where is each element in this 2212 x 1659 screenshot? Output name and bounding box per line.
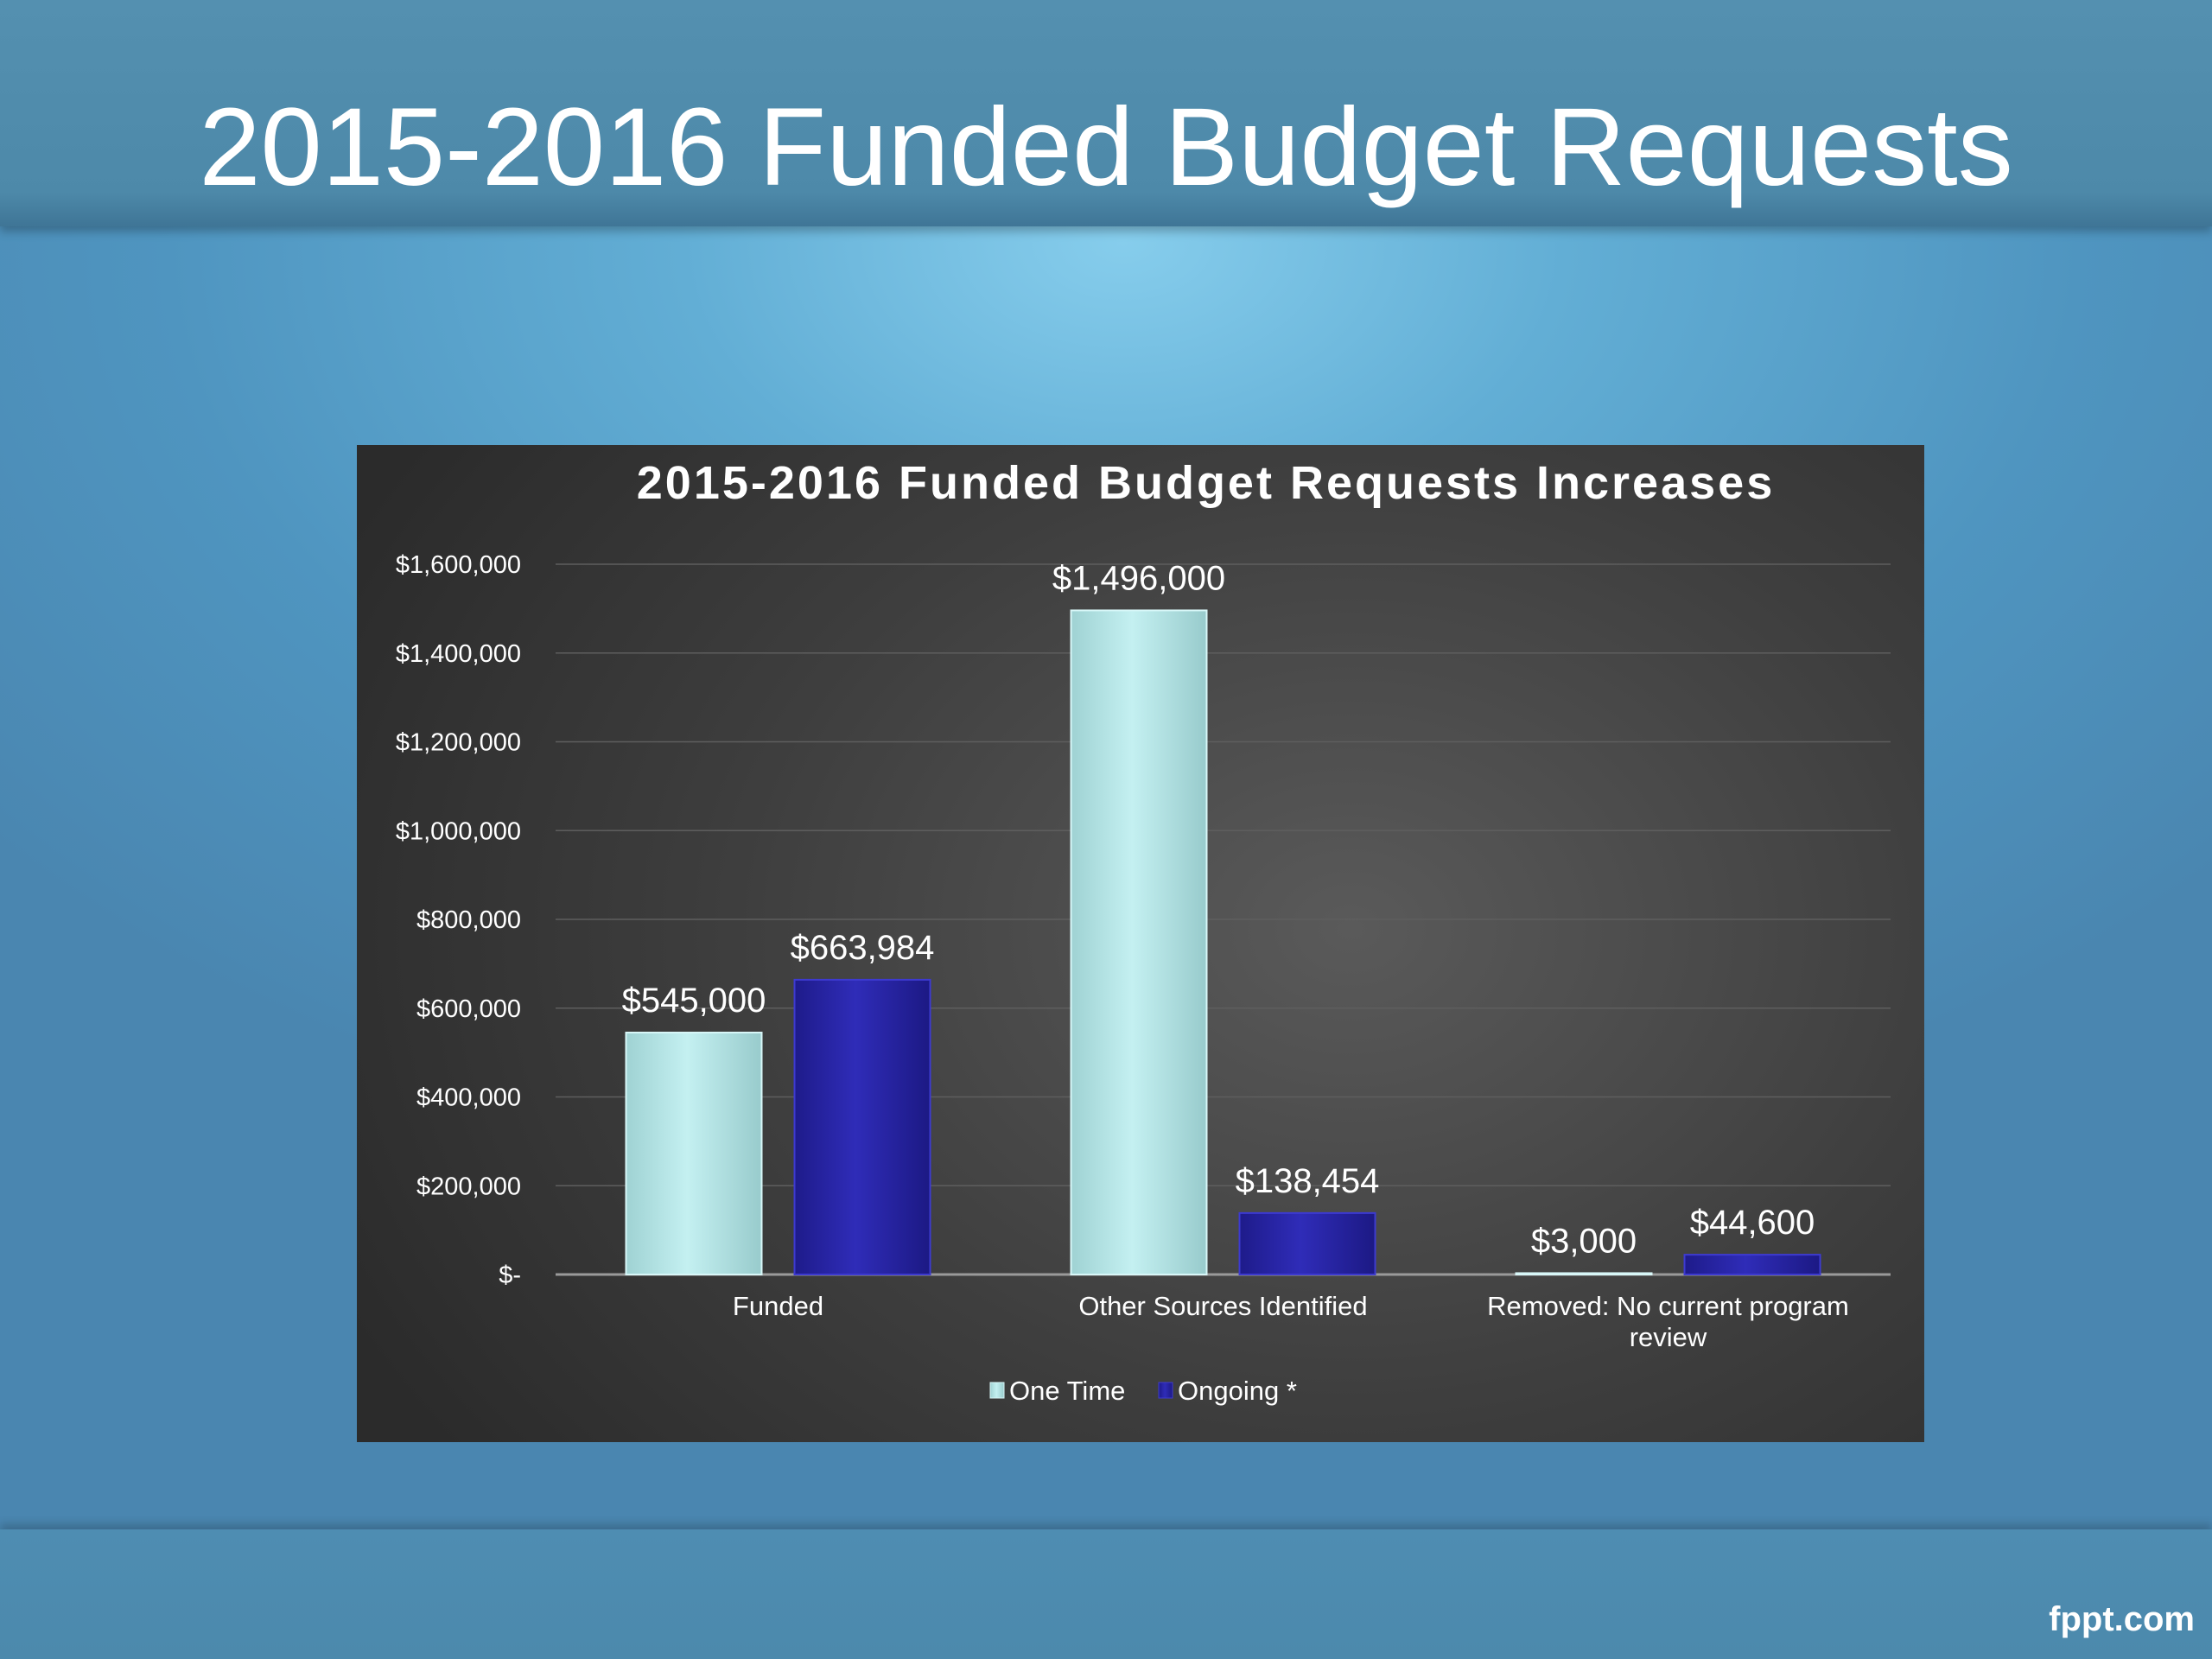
y-tick-label: $600,000 [416,995,521,1023]
bar-one-time-2 [1515,1272,1653,1275]
data-label: $3,000 [1531,1222,1637,1260]
category-label: Funded [733,1291,823,1321]
category-label: Other Sources Identified [1078,1291,1367,1321]
bar-one-time-0 [625,1032,763,1275]
data-label: $138,454 [1236,1162,1380,1200]
legend-one-time-label: One Time [1009,1376,1125,1406]
y-tick-label: $400,000 [416,1084,521,1112]
chart-panel: 2015-2016 Funded Budget Requests Increas… [357,445,1924,1442]
y-tick-label: $- [499,1262,521,1289]
bar-ongoing-1 [1238,1211,1376,1276]
legend-ongoing-swatch [1158,1382,1173,1399]
legend-ongoing-label: Ongoing * [1178,1376,1297,1406]
bar-chart: 2015-2016 Funded Budget Requests Increas… [396,457,1891,1406]
y-tick-label: $800,000 [416,906,521,934]
data-label: $44,600 [1690,1204,1815,1242]
footer-band [0,1529,2212,1659]
legend-one-time-swatch [989,1382,1005,1399]
chart-title: 2015-2016 Funded Budget Requests Increas… [637,457,1775,509]
title-band [0,0,2212,226]
data-label: $545,000 [622,982,766,1020]
bar-ongoing-0 [793,978,931,1275]
y-tick-label: $1,000,000 [396,817,521,845]
y-tick-label: $1,600,000 [396,551,521,579]
data-label: $663,984 [791,929,935,967]
y-tick-label: $1,200,000 [396,729,521,757]
footer-logo: fppt.com [2049,1600,2195,1638]
bar-ongoing-2 [1683,1254,1821,1275]
category-label: Removed: No current program [1487,1291,1849,1321]
data-label: $1,496,000 [1052,559,1225,597]
slide-title: 2015-2016 Funded Budget Requests [199,86,2013,209]
bar-one-time-1 [1070,609,1208,1275]
y-tick-label: $200,000 [416,1173,521,1200]
category-label: review [1630,1322,1707,1352]
y-tick-label: $1,400,000 [396,640,521,668]
